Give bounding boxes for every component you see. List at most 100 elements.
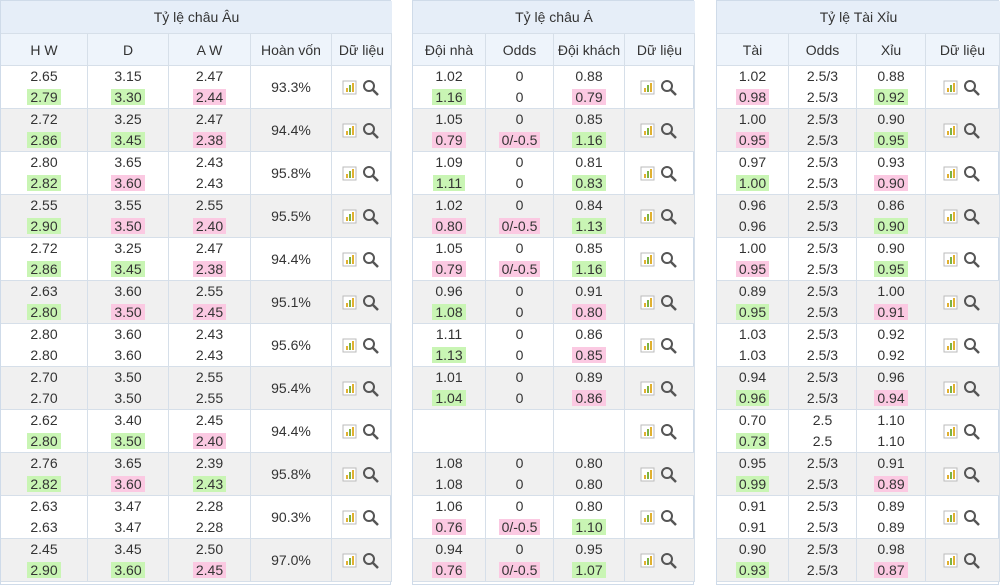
current-odds: 0/-0.5 xyxy=(498,562,541,578)
current-odds: 0.80 xyxy=(572,304,606,320)
current-odds: 0.96 xyxy=(735,390,770,406)
line: 0.92 xyxy=(857,324,925,345)
data-icons[interactable] xyxy=(938,206,988,226)
current-odds: 1.16 xyxy=(572,261,606,277)
data-icons[interactable] xyxy=(938,421,988,441)
odds-cell: 0.80 0.80 xyxy=(554,453,625,496)
data-icons[interactable] xyxy=(635,378,685,398)
line: 2.28 xyxy=(169,517,250,538)
current-odds: 2.5/3 xyxy=(806,347,839,363)
odds-cell: 95.5% xyxy=(251,195,332,238)
data-icons[interactable] xyxy=(337,421,387,441)
line: 3.60 xyxy=(88,345,168,366)
data-icons[interactable] xyxy=(938,335,988,355)
line: 0/-0.5 xyxy=(486,130,553,151)
opening-odds: 2.5 xyxy=(812,412,833,428)
data-icons[interactable] xyxy=(635,550,685,570)
opening-odds: 1.09 xyxy=(435,154,463,170)
line: 2.76 xyxy=(1,453,87,474)
line: 0/-0.5 xyxy=(486,517,553,538)
column-header: D xyxy=(88,34,169,66)
current-odds: 0 xyxy=(515,390,524,406)
line: 2.72 xyxy=(1,238,87,259)
current-odds: 1.13 xyxy=(572,218,606,234)
line: 1.03 xyxy=(717,324,788,345)
line: 2.5/3 xyxy=(789,109,856,130)
data-icons[interactable] xyxy=(635,335,685,355)
current-odds: 3.60 xyxy=(111,562,145,578)
data-icons[interactable] xyxy=(635,292,685,312)
odds-cell xyxy=(332,324,392,367)
data-icons[interactable] xyxy=(635,507,685,527)
line: 1.04 xyxy=(413,388,485,409)
opening-odds: 2.5/3 xyxy=(806,68,839,84)
data-icons[interactable] xyxy=(337,163,387,183)
opening-odds: 1.08 xyxy=(435,455,463,471)
data-icons[interactable] xyxy=(938,120,988,140)
data-icons[interactable] xyxy=(938,163,988,183)
line: 1.16 xyxy=(413,87,485,108)
line: 3.25 xyxy=(88,109,168,130)
data-icons[interactable] xyxy=(337,249,387,269)
odds-cell xyxy=(625,66,695,109)
line: 3.50 xyxy=(88,388,168,409)
data-icons[interactable] xyxy=(337,378,387,398)
data-icons[interactable] xyxy=(635,77,685,97)
line: 0 xyxy=(486,324,553,345)
data-icons[interactable] xyxy=(938,292,988,312)
line: 2.63 xyxy=(1,496,87,517)
line: 2.43 xyxy=(169,345,250,366)
data-icons[interactable] xyxy=(635,421,685,441)
data-icons[interactable] xyxy=(635,120,685,140)
data-icons[interactable] xyxy=(635,249,685,269)
current-odds: 1.00 xyxy=(735,175,770,191)
odds-cell xyxy=(926,66,1000,109)
data-icons[interactable] xyxy=(635,206,685,226)
data-icons[interactable] xyxy=(938,550,988,570)
opening-odds: 2.70 xyxy=(30,369,58,385)
opening-odds: 0.96 xyxy=(877,369,905,385)
data-icons[interactable] xyxy=(635,163,685,183)
data-icons[interactable] xyxy=(337,120,387,140)
payout: 95.8% xyxy=(271,466,311,482)
data-icons[interactable] xyxy=(938,378,988,398)
odds-cell: 94.4% xyxy=(251,410,332,453)
data-icons[interactable] xyxy=(337,550,387,570)
data-icons[interactable] xyxy=(337,507,387,527)
data-icons[interactable] xyxy=(635,464,685,484)
odds-cell: 2.76 2.82 xyxy=(1,453,88,496)
odds-cell: 95.4% xyxy=(251,367,332,410)
data-icons[interactable] xyxy=(337,335,387,355)
data-icons[interactable] xyxy=(337,206,387,226)
line: 0.76 xyxy=(413,517,485,538)
line: 0.80 xyxy=(554,496,624,517)
odds-cell xyxy=(926,281,1000,324)
data-icons[interactable] xyxy=(938,77,988,97)
data-icons[interactable] xyxy=(938,507,988,527)
data-icons[interactable] xyxy=(938,249,988,269)
odds-cell: 2.5/3 2.5/3 xyxy=(789,195,857,238)
odds-cell xyxy=(332,195,392,238)
odds-cell: 2.5/3 2.5/3 xyxy=(789,152,857,195)
line: 0 xyxy=(486,453,553,474)
odds-cell: 0.95 1.07 xyxy=(554,539,625,582)
line: 2.5/3 xyxy=(789,281,856,302)
column-header: Đội nhà xyxy=(413,34,486,66)
current-odds: 2.80 xyxy=(30,347,58,363)
line: 0.90 xyxy=(717,539,788,560)
data-icons[interactable] xyxy=(938,464,988,484)
line: 2.5/3 xyxy=(789,345,856,366)
odds-cell: 0.85 1.16 xyxy=(554,238,625,281)
data-icons[interactable] xyxy=(337,464,387,484)
opening-odds: 3.45 xyxy=(114,541,142,557)
odds-cell: 3.60 3.50 xyxy=(88,281,169,324)
data-icons[interactable] xyxy=(337,292,387,312)
data-icons[interactable] xyxy=(337,77,387,97)
odds-cell: 2.5/3 2.5/3 xyxy=(789,453,857,496)
line: 2.82 xyxy=(1,474,87,495)
odds-cell: 1.11 1.13 xyxy=(413,324,486,367)
opening-odds: 2.65 xyxy=(30,68,58,84)
line: 2.72 xyxy=(1,109,87,130)
opening-odds: 2.47 xyxy=(195,240,224,256)
line: 1.08 xyxy=(413,453,485,474)
